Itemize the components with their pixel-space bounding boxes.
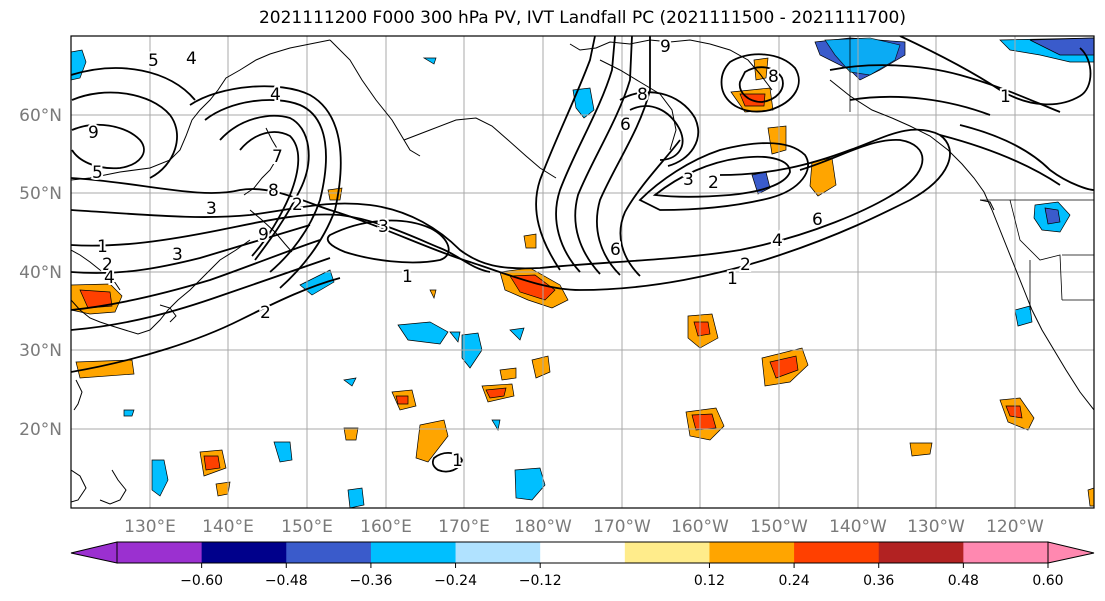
contour-label: 6 [812,210,823,230]
colorbar-bin [624,542,710,563]
contour-label: 4 [270,85,281,105]
lon-label: 180°W [514,517,572,537]
lat-label: 60°N [19,106,62,126]
colorbar-tick-label: 0.24 [779,573,810,589]
colorbar-extend-high [1047,541,1095,564]
coastlines [71,39,1094,505]
colorbar-bin [878,542,964,563]
colorbar-bin [455,542,541,563]
contour-label: 2 [292,195,303,215]
lon-label: 140°W [829,517,887,537]
colorbar-bin [370,542,457,563]
longitude-labels: 130°E 140°E 150°E 160°E 170°E 180°W 170°… [124,517,1044,537]
colorbar-tick-label: 0.60 [1032,573,1063,589]
contour-label: 4 [772,231,783,251]
lon-label: 160°W [671,517,729,537]
colorbar-tick-label: −0.24 [434,573,477,589]
lon-label: 130°W [907,517,965,537]
colorbar-tick-label: 0.48 [948,573,979,589]
colorbar-tick-label: 0.12 [694,573,725,589]
lon-label: 140°E [202,517,254,537]
map-title: 2021111200 F000 300 hPa PV, IVT Landfall… [258,8,906,28]
contour-label: 1 [97,237,108,257]
graticule [71,36,1094,508]
lat-label: 40°N [19,263,62,283]
colorbar-bin [201,542,287,563]
colorbar-tick-label: 0.36 [863,573,894,589]
contour-label: 5 [92,163,103,183]
contour-label-group: 5 4 4 9 5 1 2 4 3 3 7 8 2 9 3 1 2 6 3 2 … [86,35,1013,473]
contour-label: 3 [172,245,183,265]
colorbar-bin [963,542,1049,563]
contour-label: 7 [272,147,283,167]
colorbar-bin [117,542,203,563]
lat-label: 50°N [19,184,62,204]
colorbar-outline [116,541,1049,564]
lon-label: 150°E [281,517,333,537]
contour-label: 8 [637,85,648,105]
colorbar-bin [540,542,626,563]
map-frame [70,35,1095,509]
colorbar-extend-low [70,541,118,564]
colorbar-tick-label: −0.12 [519,573,562,589]
pv-contours [71,36,1094,473]
colorbar-bin [286,542,372,563]
contour-label: 4 [104,268,115,288]
contour-label: 1 [452,451,463,471]
contour-label: 4 [186,49,197,69]
colorbar-bin [709,542,795,563]
contour-label: 5 [148,51,159,71]
contour-label: 9 [258,225,269,245]
colorbar-tick-label: −0.60 [180,573,223,589]
contour-label: 2 [260,303,271,323]
colorbar-tick-label: −0.36 [349,573,392,589]
contour-label: 6 [610,240,621,260]
contour-label: 1 [402,267,413,287]
contour-label: 9 [88,123,99,143]
latitude-labels: 20°N 30°N 40°N 50°N 60°N [19,106,62,440]
colorbar-tick-label: −0.48 [265,573,308,589]
contour-label: 9 [660,37,671,57]
contour-label: 2 [740,255,751,275]
lon-label: 150°W [750,517,808,537]
contour-label: 8 [268,181,279,201]
contour-label: 1 [1000,87,1011,107]
lat-label: 20°N [19,420,62,440]
contour-label: 3 [683,170,694,190]
contour-label: 3 [206,199,217,219]
contour-label: 1 [727,269,738,289]
contour-label: 3 [378,217,389,237]
contour-label: 2 [708,173,719,193]
lon-label: 160°E [360,517,412,537]
lat-label: 30°N [19,341,62,361]
contour-label: 6 [620,115,631,135]
lon-label: 130°E [124,517,176,537]
contour-label: 2 [102,255,113,275]
contour-label: 8 [768,67,779,87]
colorbar: −0.60 −0.48 −0.36 −0.24 −0.12 0.12 0.24 0.36 0.4… [70,541,1095,589]
lon-label: 170°E [438,517,490,537]
lon-label: 120°W [986,517,1044,537]
colorbar-bin [794,542,880,563]
positive-pv-shading [71,57,1094,507]
lon-label: 170°W [593,517,651,537]
